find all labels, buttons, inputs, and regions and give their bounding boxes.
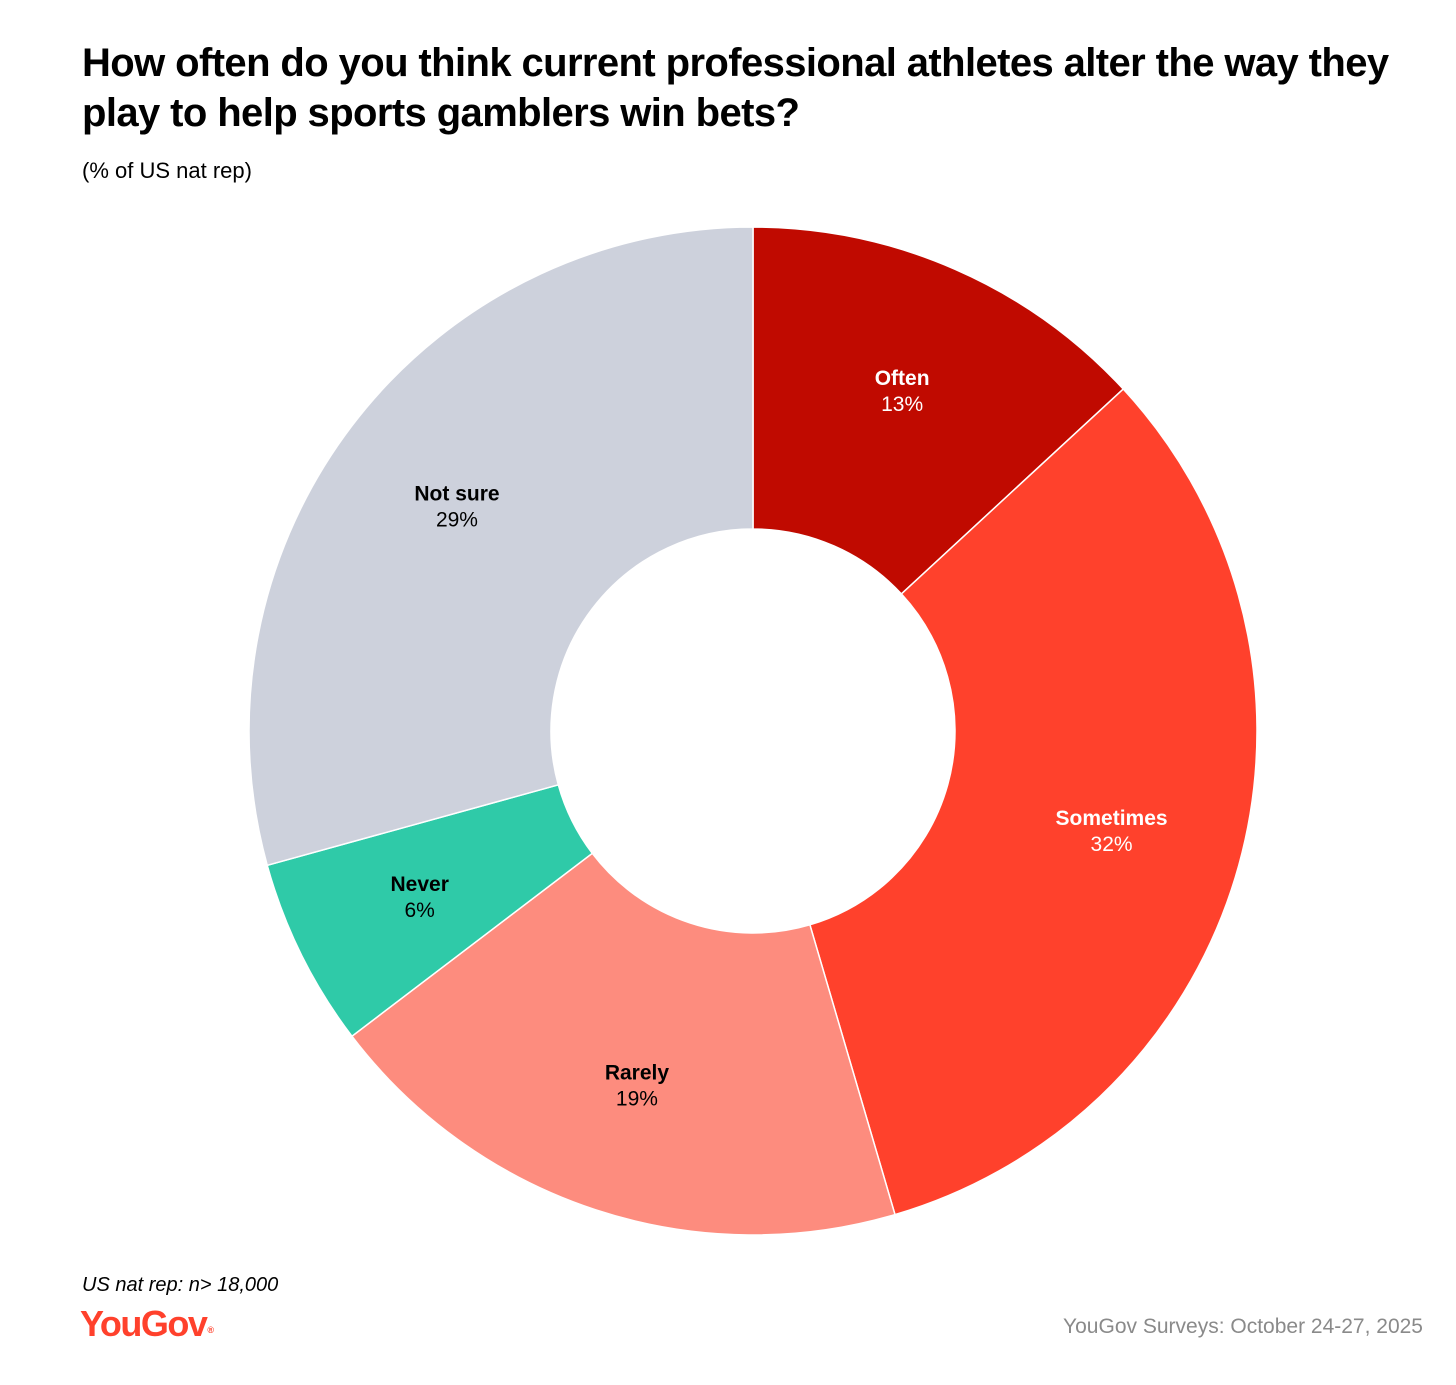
slice-label-never: Never 6%: [390, 873, 448, 922]
logo-text: YouGov: [80, 1303, 208, 1344]
slice-label-rarely: Rarely 19%: [605, 1061, 670, 1110]
donut-slices: [248, 226, 1258, 1236]
slice-label-not-sure: Not sure 29%: [414, 483, 499, 532]
logo-registered-mark: ®: [207, 1325, 214, 1335]
survey-source: YouGov Surveys: October 24-27, 2025: [1063, 1315, 1423, 1338]
slice-not-sure: [248, 226, 754, 867]
slice-name-often: Often: [875, 367, 930, 390]
slice-value-often: 13%: [881, 393, 923, 416]
slice-value-sometimes: 32%: [1091, 833, 1133, 856]
donut-labels: Often 13% Sometimes 32% Rarely 19% Never 6% Not …: [390, 367, 1167, 1110]
slice-often: [752, 226, 1125, 596]
slice-name-never: Never: [390, 873, 448, 896]
slice-label-often: Often 13%: [875, 367, 930, 416]
yougov-logo: YouGov®: [80, 1302, 214, 1346]
slice-rarely: [350, 852, 896, 1236]
slice-name-not-sure: Not sure: [414, 483, 499, 506]
slice-label-sometimes: Sometimes 32%: [1056, 807, 1168, 856]
slice-value-never: 6%: [405, 899, 435, 922]
sample-size-note: US nat rep: n> 18,000: [82, 1274, 279, 1296]
slice-value-rarely: 19%: [616, 1087, 658, 1110]
slice-name-sometimes: Sometimes: [1056, 807, 1168, 830]
slice-name-rarely: Rarely: [605, 1061, 670, 1084]
chart-title: How often do you think current professio…: [82, 41, 1389, 135]
slice-sometimes: [808, 387, 1258, 1216]
slice-value-not-sure: 29%: [436, 509, 478, 532]
chart-subtitle: (% of US nat rep): [82, 158, 252, 183]
